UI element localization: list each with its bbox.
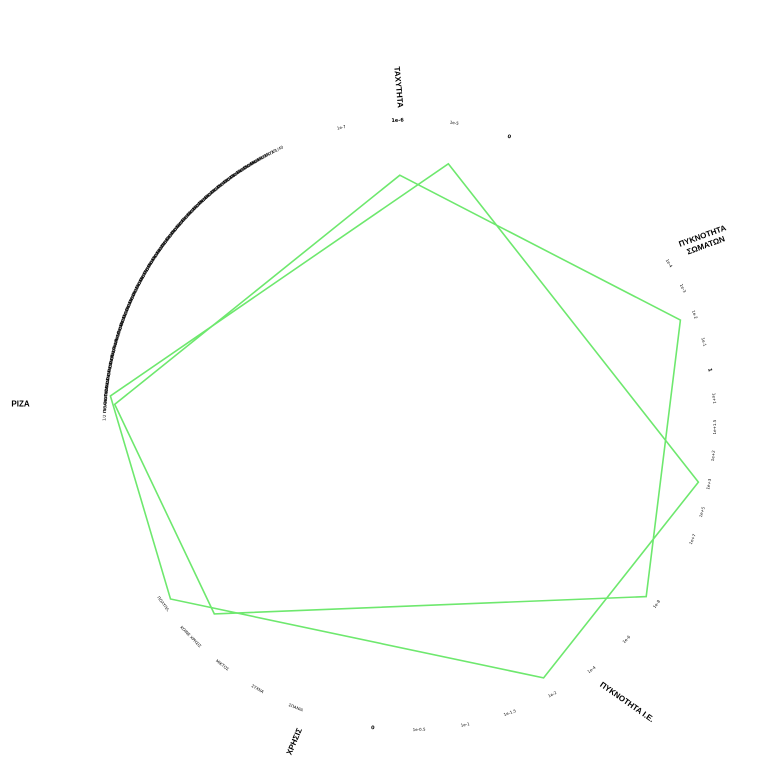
tick-label-uses-1: ΣΥΧΝΑ: [251, 683, 265, 694]
tick-label-density_ie-7: 0: [371, 725, 376, 731]
tick-label-density_bodies-2: 1e-2: [691, 309, 699, 320]
tick-label-density_bodies-1: 1e-3: [679, 283, 688, 294]
tick-label-density_bodies-9: 1e+5: [698, 506, 706, 518]
axis-title-uses-line-0: ΧΡΗΣΙΣ: [285, 727, 304, 757]
tick-label-density_bodies-5: 1e+1: [711, 393, 717, 405]
tick-label-root-1: ΠΙΘΑΝΟΤΗΤΑ 1/3: [102, 378, 110, 413]
tick-label-density_ie-1: 1e-6: [621, 634, 631, 644]
tick-label-root-38: ΠΙΘΑΝΟΤΗΤΑ 1/40: [249, 144, 285, 166]
axis-title-uses: ΧΡΗΣΙΣ: [285, 727, 304, 757]
tick-label-layer: 1e-7 1e-6 1e-5 0 1e-4 1e-3 1e-2 1e-1 1 1e+1 1e+1.5…: [102, 118, 718, 733]
tick-label-speed-1: 1e-6: [391, 118, 404, 125]
tick-label-density_ie-0: 1e-8: [652, 599, 662, 610]
tick-label-density_ie-5: 1e-1: [460, 721, 470, 728]
tick-label-root-2: ΠΙΘΑΝΟΤΗΤΑ 1/4: [102, 370, 111, 405]
tick-label-density_bodies-7: 1e+2: [710, 450, 716, 462]
tick-label-density_ie-4: 1e-1.5: [503, 708, 517, 717]
tick-label-uses-3: ΚΟΙΝΕ ΧΡΗΣΙΣ: [179, 625, 202, 649]
tick-label-speed-3: 0: [507, 134, 513, 141]
tick-label-density_ie-2: 1e-4: [586, 665, 597, 675]
tick-label-uses-2: ΜΙΚΤΟΣ: [215, 658, 231, 672]
tick-label-root-0: 1/2 ΠΙΘΑΝΟΤΗΤΑ: [102, 386, 109, 421]
tick-label-density_bodies-3: 1e-1: [700, 337, 707, 347]
tick-label-uses-4: ΠΟΛΥΠΛ.: [156, 595, 171, 613]
axis-title-density_ie: ΠΥΚΝΟΤΗΤΑ Ι.Ε.: [598, 680, 655, 724]
tick-label-speed-0: 1e-7: [336, 124, 346, 131]
axis-title-speed-line-0: ΤΑΧΥΤΗΤΑ: [392, 66, 405, 108]
tick-label-density_bodies-0: 1e-4: [665, 258, 674, 269]
axis-title-density_ie-line-0: ΠΥΚΝΟΤΗΤΑ Ι.Ε.: [598, 680, 655, 724]
axis-title-speed: ΤΑΧΥΤΗΤΑ: [392, 66, 405, 108]
tick-label-uses-0: ΣΠΑΝΙΑ: [288, 702, 304, 712]
tick-label-speed-2: 1e-5: [449, 120, 459, 126]
tick-label-density_bodies-8: 1e+3: [705, 478, 712, 490]
tick-label-density_bodies-4: 1: [706, 368, 713, 373]
tick-label-root-5: ΠΙΘΑΝΟΤΗΤΑ 1/7: [105, 346, 117, 381]
tick-label-density_ie-3: 1e-2: [547, 690, 558, 699]
series-polygon-0: [113, 174, 682, 615]
axis-title-root-line-0: ΡΙΖΑ: [11, 400, 29, 409]
tick-label-density_bodies-6: 1e+1.5: [712, 419, 717, 434]
axis-title-root: ΡΙΖΑ: [11, 400, 29, 409]
series-polygon-1: [109, 162, 700, 679]
tick-label-root-3: ΠΙΘΑΝΟΤΗΤΑ 1/5: [103, 362, 113, 397]
tick-label-density_ie-6: 1e-0.5: [413, 727, 426, 732]
tick-label-density_bodies-10: 1e+7: [688, 533, 697, 545]
tick-label-root-4: ΠΙΘΑΝΟΤΗΤΑ 1/6: [104, 354, 115, 389]
series-layer: [109, 162, 700, 679]
